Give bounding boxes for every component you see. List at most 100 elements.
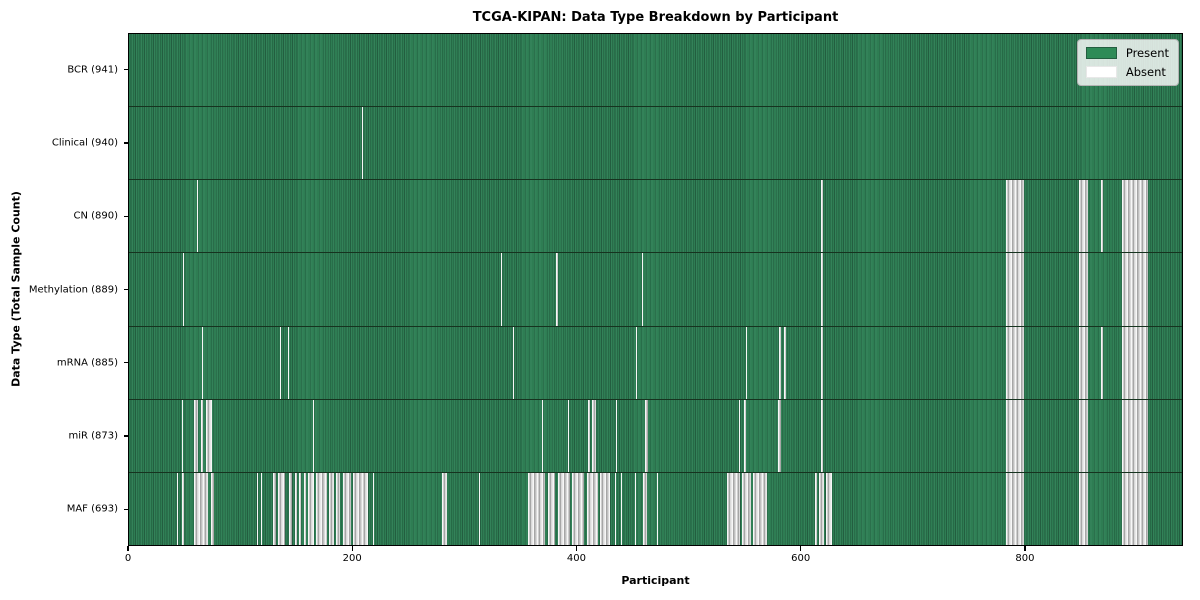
x-tick-label: 600 xyxy=(791,553,811,564)
absent-stripe xyxy=(210,472,215,545)
absent-stripe xyxy=(1101,326,1103,399)
absent-stripe xyxy=(1121,180,1149,253)
absent-stripe xyxy=(541,399,544,472)
absent-stripe xyxy=(1121,399,1149,472)
absent-stripe xyxy=(657,472,659,545)
absent-stripe xyxy=(197,180,199,253)
absent-stripe xyxy=(315,472,328,545)
absent-stripe xyxy=(280,326,282,399)
absent-stripe xyxy=(547,472,556,545)
absent-stripe xyxy=(273,472,276,545)
absent-stripe xyxy=(200,399,203,472)
absent-stripe xyxy=(820,399,823,472)
absent-stripe xyxy=(528,472,546,545)
absent-stripe xyxy=(1006,253,1025,326)
absent-stripe xyxy=(819,472,824,545)
absent-stripe xyxy=(621,472,623,545)
heatmap-row-cn xyxy=(129,180,1182,254)
absent-stripe xyxy=(299,472,302,545)
absent-stripe xyxy=(1079,326,1088,399)
absent-stripe xyxy=(745,326,747,399)
y-tick-label-clinical: Clinical (940) xyxy=(51,137,118,149)
absent-stripe xyxy=(277,472,285,545)
absent-stripe xyxy=(1006,326,1025,399)
absent-stripe xyxy=(572,472,585,545)
absent-stripe xyxy=(592,399,596,472)
present-swatch-icon xyxy=(1085,47,1117,59)
x-tick-label: 0 xyxy=(124,553,132,564)
absent-stripe xyxy=(308,472,314,545)
absent-stripe xyxy=(826,472,832,545)
absent-stripe xyxy=(779,326,782,399)
absent-stripe xyxy=(256,472,258,545)
absent-stripe xyxy=(753,472,767,545)
absent-stripe xyxy=(820,253,823,326)
absent-stripe xyxy=(1079,180,1088,253)
absent-stripe xyxy=(567,399,569,472)
x-tick-mark xyxy=(127,546,129,551)
heatmap-row-mrna xyxy=(129,326,1182,400)
y-tick-label-cn: CN (890) xyxy=(73,210,118,222)
absent-stripe xyxy=(820,180,823,253)
heatmap-row-maf xyxy=(129,472,1182,545)
absent-stripe xyxy=(635,326,638,399)
absent-stripe xyxy=(336,472,341,545)
absent-stripe xyxy=(614,472,616,545)
absent-stripe xyxy=(1121,326,1149,399)
absent-stripe xyxy=(201,326,203,399)
absent-stripe xyxy=(738,399,740,472)
absent-stripe xyxy=(181,472,184,545)
heatmap-row-bcr xyxy=(129,34,1182,108)
absent-stripe xyxy=(644,399,649,472)
absent-stripe xyxy=(783,326,786,399)
absent-stripe xyxy=(1006,472,1025,545)
absent-stripe xyxy=(634,472,636,545)
x-tick-label: 400 xyxy=(566,553,586,564)
absent-stripe xyxy=(1079,472,1088,545)
absent-stripe xyxy=(1079,253,1088,326)
legend-item-absent: Absent xyxy=(1085,65,1169,79)
absent-stripe xyxy=(778,399,782,472)
x-tick-label: 800 xyxy=(1015,553,1035,564)
absent-stripe xyxy=(1121,253,1149,326)
legend-item-present: Present xyxy=(1085,46,1169,60)
absent-stripe xyxy=(500,253,502,326)
x-axis-label: Participant xyxy=(621,574,690,587)
absent-stripe xyxy=(287,326,289,399)
y-tick-mark xyxy=(123,142,128,144)
heatmap-plot-area xyxy=(128,33,1183,546)
absent-stripe xyxy=(600,472,611,545)
y-tick-label-mir: miR (873) xyxy=(68,430,118,442)
absent-stripe xyxy=(177,472,179,545)
absent-stripe xyxy=(1006,180,1025,253)
heatmap-row-clinical xyxy=(129,107,1182,181)
absent-stripe xyxy=(1079,399,1088,472)
legend: Present Absent xyxy=(1076,39,1179,86)
absent-stripe xyxy=(303,472,306,545)
legend-absent-label: Absent xyxy=(1125,65,1166,79)
absent-stripe xyxy=(556,253,558,326)
absent-stripe xyxy=(586,472,598,545)
absent-stripe xyxy=(361,107,363,180)
y-tick-label-mrna: mRNA (885) xyxy=(56,357,118,369)
absent-stripe xyxy=(814,472,818,545)
absent-stripe xyxy=(294,472,297,545)
absent-stripe xyxy=(352,472,369,545)
absent-stripe xyxy=(342,472,351,545)
legend-present-label: Present xyxy=(1125,46,1169,60)
y-tick-mark xyxy=(123,362,128,364)
y-tick-label-bcr: BCR (941) xyxy=(67,64,118,76)
absent-stripe xyxy=(587,399,591,472)
absent-stripe xyxy=(193,399,199,472)
absent-stripe xyxy=(479,472,481,545)
y-tick-mark xyxy=(123,288,128,291)
absent-swatch-icon xyxy=(1085,66,1117,78)
absent-stripe xyxy=(512,326,514,399)
x-tick-mark xyxy=(1024,546,1026,551)
x-tick-mark xyxy=(799,546,802,551)
absent-stripe xyxy=(442,472,447,545)
absent-stripe xyxy=(329,472,334,545)
absent-stripe xyxy=(193,472,209,545)
absent-stripe xyxy=(1101,180,1103,253)
heatmap-row-mir xyxy=(129,399,1182,473)
